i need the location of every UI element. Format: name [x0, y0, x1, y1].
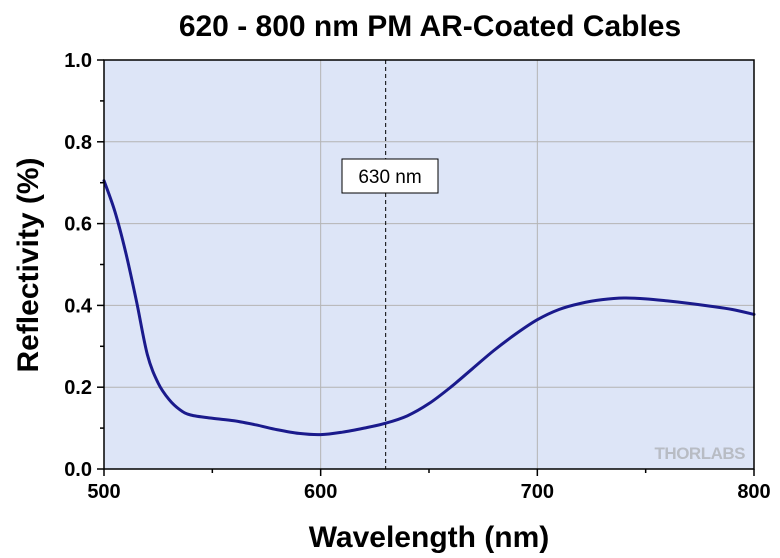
y-tick-label-0.2: 0.2 — [64, 377, 92, 399]
y-tick-label-0.4: 0.4 — [64, 295, 93, 317]
x-tick-labels: 500 600 700 800 — [87, 481, 770, 503]
plot-area — [104, 60, 754, 469]
series-line — [102, 179, 756, 437]
axis-ticks — [97, 59, 755, 476]
y-tick-label-0.6: 0.6 — [64, 214, 92, 236]
grid-lines — [104, 60, 754, 469]
y-tick-label-1.0: 1.0 — [64, 50, 92, 72]
annotation-label-630nm: 630 nm — [358, 167, 421, 188]
y-tick-labels: 0.0 0.2 0.4 0.6 0.8 1.0 — [64, 50, 93, 481]
y-axis-label: Reflectivity (%) — [12, 157, 45, 372]
chart-title: 620 - 800 nm PM AR-Coated Cables — [179, 10, 681, 43]
x-tick-label-500: 500 — [87, 481, 120, 503]
x-tick-label-800: 800 — [737, 481, 770, 503]
y-tick-label-0.8: 0.8 — [64, 132, 92, 154]
x-tick-label-600: 600 — [304, 481, 337, 503]
y-tick-label-0.0: 0.0 — [64, 459, 92, 481]
x-axis-label: Wavelength (nm) — [309, 521, 550, 554]
annotation-label-box — [341, 158, 439, 194]
thorlabs-logo: THORLABS — [655, 444, 746, 463]
x-tick-label-700: 700 — [521, 481, 554, 503]
